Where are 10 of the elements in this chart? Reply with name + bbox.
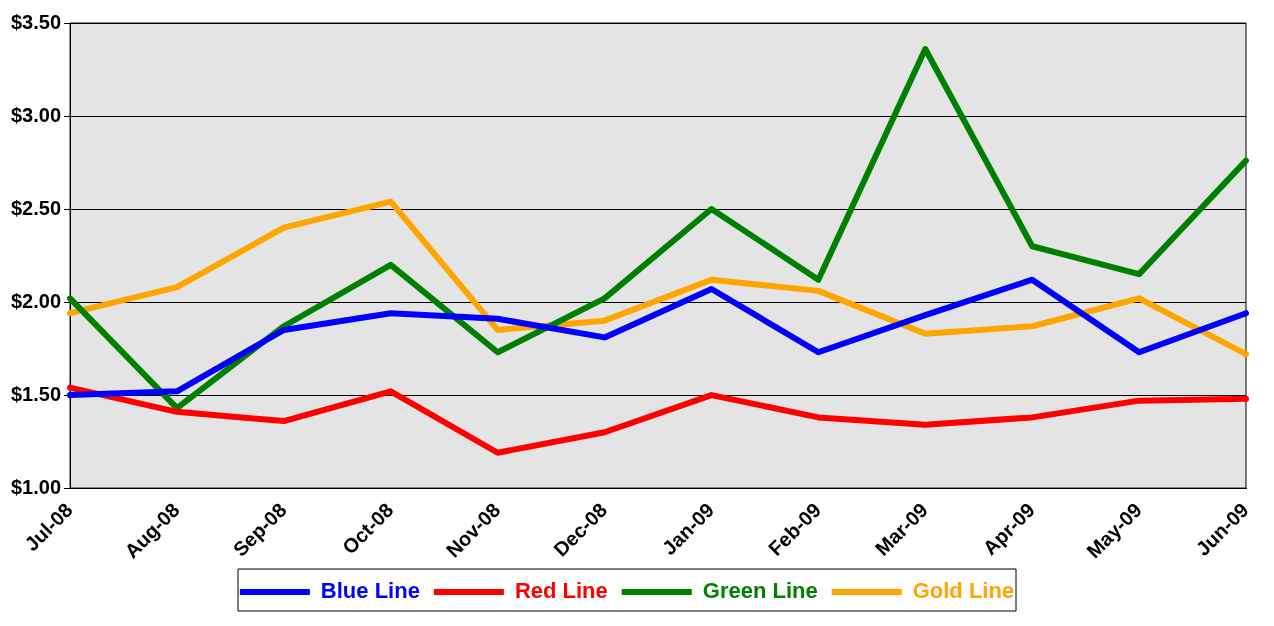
y-tick-label: $2.00 (10, 289, 62, 312)
legend-label: Red Line (514, 578, 608, 604)
legend-label: Gold Line (912, 578, 1015, 604)
y-tick-label: $1.50 (10, 382, 62, 405)
y-tick-label: $1.00 (10, 475, 62, 498)
legend-label: Green Line (702, 578, 818, 604)
y-tick-label: $2.50 (10, 196, 62, 219)
legend-label: Blue Line (320, 578, 420, 604)
y-tick-label: $3.00 (10, 103, 62, 126)
y-tick-label: $3.50 (10, 10, 62, 33)
